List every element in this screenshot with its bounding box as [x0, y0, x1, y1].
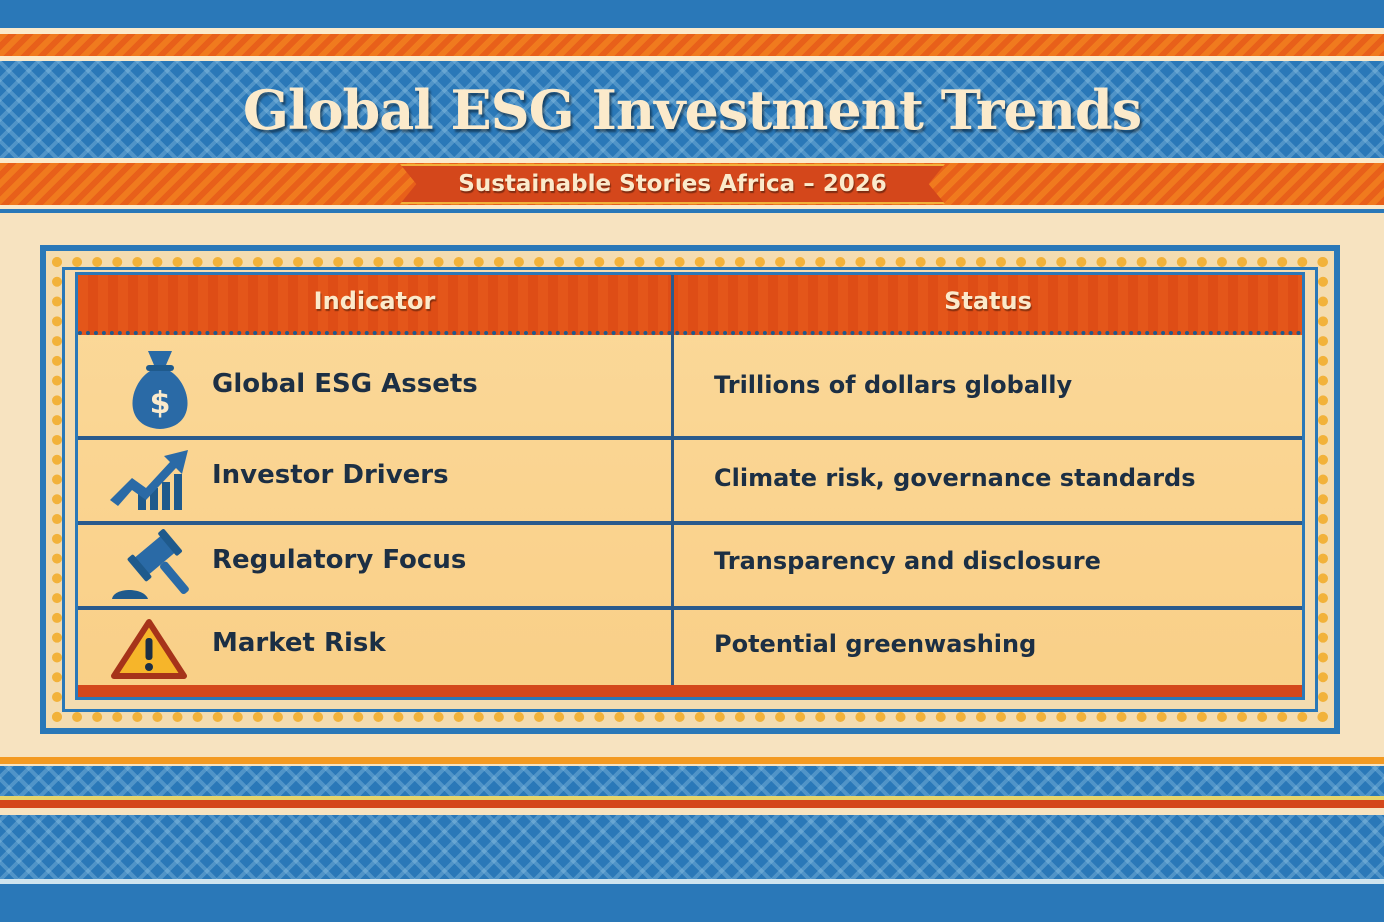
table-bottom-strip	[78, 685, 1302, 697]
divider	[0, 796, 1384, 800]
page-title: Global ESG Investment Trends	[242, 78, 1142, 142]
indicator-label: Investor Drivers	[212, 460, 449, 490]
divider	[0, 879, 1384, 884]
zigzag-band	[0, 34, 1384, 56]
table-row: $ Global ESG Assets Trillions of dollars…	[78, 339, 1302, 440]
warning-icon	[111, 619, 187, 679]
divider	[0, 757, 1384, 764]
divider	[0, 28, 1384, 34]
status-value: Potential greenwashing	[714, 630, 1037, 658]
status-value: Trillions of dollars globally	[714, 371, 1073, 399]
table-header: Indicator Status	[78, 275, 1302, 335]
divider	[0, 209, 1384, 213]
column-divider	[671, 275, 674, 685]
divider	[0, 56, 1384, 61]
subtitle-ribbon	[400, 164, 945, 204]
indicator-label: Regulatory Focus	[212, 545, 467, 575]
indicator-table: Indicator Status $ Global ESG Assets Tri…	[75, 272, 1305, 700]
divider	[0, 158, 1384, 163]
table-row: Regulatory Focus Transparency and disclo…	[78, 525, 1302, 610]
money-bag-icon: $	[132, 351, 188, 429]
column-header-indicator: Indicator	[313, 287, 436, 315]
divider	[0, 800, 1384, 808]
indicator-label: Market Risk	[212, 628, 386, 658]
diamond-band	[0, 766, 1384, 796]
table-row: Investor Drivers Climate risk, governanc…	[78, 440, 1302, 525]
indicator-label: Global ESG Assets	[212, 369, 478, 399]
subtitle: Sustainable Stories Africa – 2026	[458, 171, 887, 197]
status-value: Climate risk, governance standards	[714, 464, 1196, 492]
top-border	[0, 0, 1384, 28]
diamond-band	[0, 815, 1384, 879]
dotted-border	[52, 257, 1328, 722]
svg-text:$: $	[150, 386, 171, 421]
table-row: Market Risk Potential greenwashing	[78, 610, 1302, 692]
title-band	[0, 61, 1384, 158]
bottom-border	[0, 884, 1384, 922]
divider	[0, 205, 1384, 209]
growth-chart-icon	[110, 450, 188, 510]
column-header-status: Status	[944, 287, 1032, 315]
status-value: Transparency and disclosure	[714, 547, 1101, 575]
gavel-icon	[112, 529, 189, 599]
